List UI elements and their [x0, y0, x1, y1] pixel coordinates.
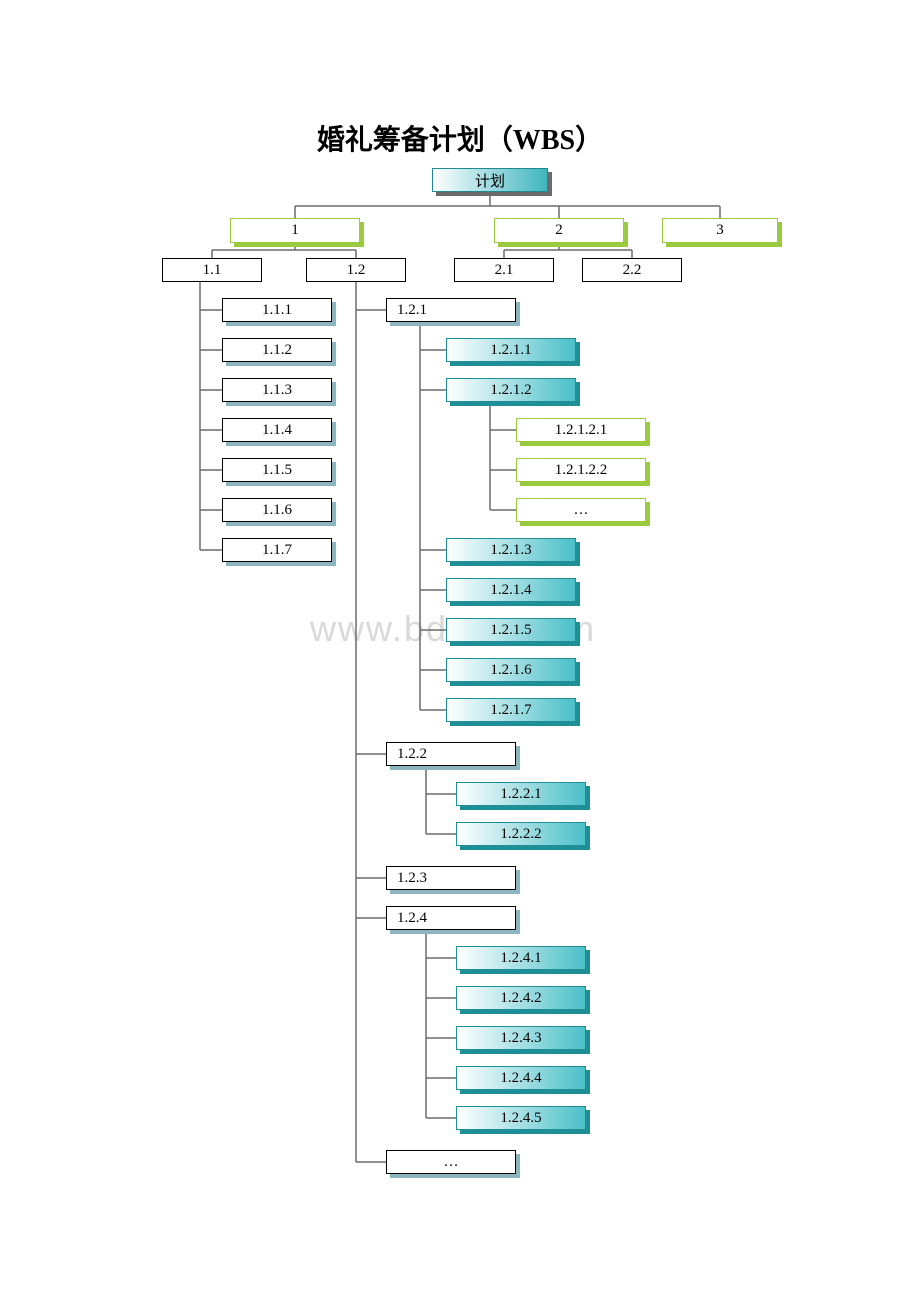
wbs-node-n1214: 1.2.1.4 — [446, 578, 576, 602]
wbs-node-n1217: 1.2.1.7 — [446, 698, 576, 722]
wbs-node-label: 1.2.1.2.1 — [516, 418, 646, 442]
wbs-node-label: 1.2.1.2.2 — [516, 458, 646, 482]
wbs-node-n1: 1 — [230, 218, 360, 243]
wbs-node-label: … — [386, 1150, 516, 1174]
wbs-node-label: 1.1 — [162, 258, 262, 282]
wbs-node-label: 1.2.2.1 — [456, 782, 586, 806]
wbs-node-n115: 1.1.5 — [222, 458, 332, 482]
wbs-node-n1243: 1.2.4.3 — [456, 1026, 586, 1050]
wbs-node-n11: 1.1 — [162, 258, 262, 282]
wbs-node-n2: 2 — [494, 218, 624, 243]
wbs-node-n1215: 1.2.1.5 — [446, 618, 576, 642]
wbs-node-n3: 3 — [662, 218, 778, 243]
wbs-node-n113: 1.1.3 — [222, 378, 332, 402]
wbs-node-n124: 1.2.4 — [386, 906, 516, 930]
wbs-node-n1244: 1.2.4.4 — [456, 1066, 586, 1090]
wbs-node-label: 1.2.3 — [386, 866, 516, 890]
wbs-node-n122: 1.2.2 — [386, 742, 516, 766]
wbs-node-n1241: 1.2.4.1 — [456, 946, 586, 970]
wbs-node-label: 1.2.1.5 — [446, 618, 576, 642]
wbs-node-root: 计划 — [432, 168, 548, 192]
wbs-node-n22: 2.2 — [582, 258, 682, 282]
wbs-node-label: 1.1.1 — [222, 298, 332, 322]
wbs-node-label: … — [516, 498, 646, 522]
wbs-node-n1212: 1.2.1.2 — [446, 378, 576, 402]
wbs-node-label: 2.1 — [454, 258, 554, 282]
wbs-node-label: 3 — [662, 218, 778, 243]
wbs-node-label: 1.2.4.1 — [456, 946, 586, 970]
wbs-node-n12122: 1.2.1.2.2 — [516, 458, 646, 482]
wbs-node-n1242: 1.2.4.2 — [456, 986, 586, 1010]
wbs-node-label: 1.2.1.4 — [446, 578, 576, 602]
wbs-node-n112: 1.1.2 — [222, 338, 332, 362]
wbs-node-label: 1 — [230, 218, 360, 243]
wbs-node-n121: 1.2.1 — [386, 298, 516, 322]
wbs-node-n114: 1.1.4 — [222, 418, 332, 442]
wbs-node-label: 1.2 — [306, 258, 406, 282]
wbs-node-label: 1.1.6 — [222, 498, 332, 522]
wbs-node-label: 1.2.4.3 — [456, 1026, 586, 1050]
wbs-node-n12: 1.2 — [306, 258, 406, 282]
wbs-node-label: 1.2.1.6 — [446, 658, 576, 682]
wbs-node-label: 2 — [494, 218, 624, 243]
wbs-node-n117: 1.1.7 — [222, 538, 332, 562]
wbs-node-label: 2.2 — [582, 258, 682, 282]
wbs-node-label: 1.2.4 — [386, 906, 516, 930]
wbs-node-label: 1.1.7 — [222, 538, 332, 562]
wbs-node-label: 1.2.1.1 — [446, 338, 576, 362]
wbs-node-n12e: … — [386, 1150, 516, 1174]
wbs-node-label: 1.2.1.7 — [446, 698, 576, 722]
wbs-node-label: 1.2.4.5 — [456, 1106, 586, 1130]
wbs-node-n1213: 1.2.1.3 — [446, 538, 576, 562]
wbs-node-n123: 1.2.3 — [386, 866, 516, 890]
wbs-node-n1212e: … — [516, 498, 646, 522]
wbs-node-n1221: 1.2.2.1 — [456, 782, 586, 806]
wbs-node-label: 1.2.2 — [386, 742, 516, 766]
wbs-node-n1211: 1.2.1.1 — [446, 338, 576, 362]
wbs-node-label: 1.2.2.2 — [456, 822, 586, 846]
wbs-node-n12121: 1.2.1.2.1 — [516, 418, 646, 442]
wbs-node-label: 计划 — [432, 168, 548, 192]
wbs-node-label: 1.2.4.2 — [456, 986, 586, 1010]
wbs-node-label: 1.2.1 — [386, 298, 516, 322]
wbs-node-label: 1.2.1.3 — [446, 538, 576, 562]
wbs-node-label: 1.2.4.4 — [456, 1066, 586, 1090]
wbs-node-label: 1.1.3 — [222, 378, 332, 402]
wbs-node-n1245: 1.2.4.5 — [456, 1106, 586, 1130]
wbs-node-label: 1.1.5 — [222, 458, 332, 482]
wbs-node-label: 1.1.4 — [222, 418, 332, 442]
wbs-node-n1216: 1.2.1.6 — [446, 658, 576, 682]
wbs-node-label: 1.1.2 — [222, 338, 332, 362]
wbs-node-n21: 2.1 — [454, 258, 554, 282]
wbs-node-label: 1.2.1.2 — [446, 378, 576, 402]
wbs-node-n1222: 1.2.2.2 — [456, 822, 586, 846]
wbs-node-n116: 1.1.6 — [222, 498, 332, 522]
wbs-node-n111: 1.1.1 — [222, 298, 332, 322]
